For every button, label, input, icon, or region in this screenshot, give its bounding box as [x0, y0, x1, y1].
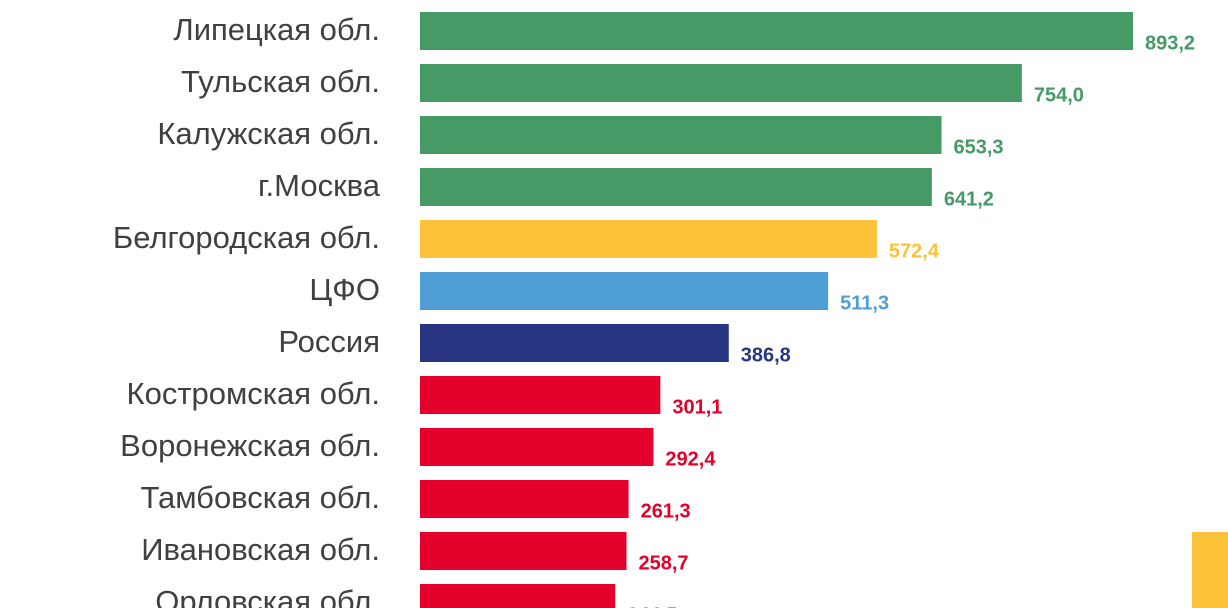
value-label: 301,1: [672, 396, 722, 418]
value-label: 386,8: [741, 344, 791, 366]
bar: [420, 272, 829, 310]
value-label: 572,4: [889, 240, 940, 262]
value-label: 893,2: [1145, 32, 1195, 54]
bar: [420, 168, 932, 206]
value-label: 292,4: [665, 448, 716, 470]
category-label: Белгородская обл.: [113, 220, 380, 255]
bar: [420, 12, 1133, 50]
category-label: Орловская обл.: [155, 584, 380, 608]
category-label: Костромская обл.: [127, 376, 380, 411]
bar: [420, 584, 616, 608]
value-label: 641,2: [944, 188, 994, 210]
category-label: г.Москва: [258, 168, 381, 203]
category-label: Ивановская обл.: [141, 532, 380, 567]
category-label: Россия: [278, 324, 380, 359]
bar: [420, 324, 729, 362]
category-label: Тульская обл.: [181, 64, 380, 99]
bar: [420, 532, 627, 570]
decor-block: [1192, 532, 1228, 608]
category-label: ЦФО: [309, 272, 380, 307]
bar: [420, 376, 661, 414]
category-label: Тамбовская обл.: [140, 480, 380, 515]
category-label: Липецкая обл.: [173, 12, 380, 47]
value-label: 754,0: [1034, 84, 1084, 106]
bar: [420, 428, 654, 466]
category-label: Воронежская обл.: [120, 428, 380, 463]
value-label: 511,3: [840, 292, 889, 314]
category-label: Калужская обл.: [157, 116, 380, 151]
bar: [420, 220, 877, 258]
bar: [420, 64, 1022, 102]
bar: [420, 480, 629, 518]
value-label: 653,3: [953, 136, 1003, 158]
value-label: 261,3: [641, 500, 691, 522]
value-label: 244,5: [627, 604, 677, 608]
bar: [420, 116, 942, 154]
value-label: 258,7: [639, 552, 689, 574]
